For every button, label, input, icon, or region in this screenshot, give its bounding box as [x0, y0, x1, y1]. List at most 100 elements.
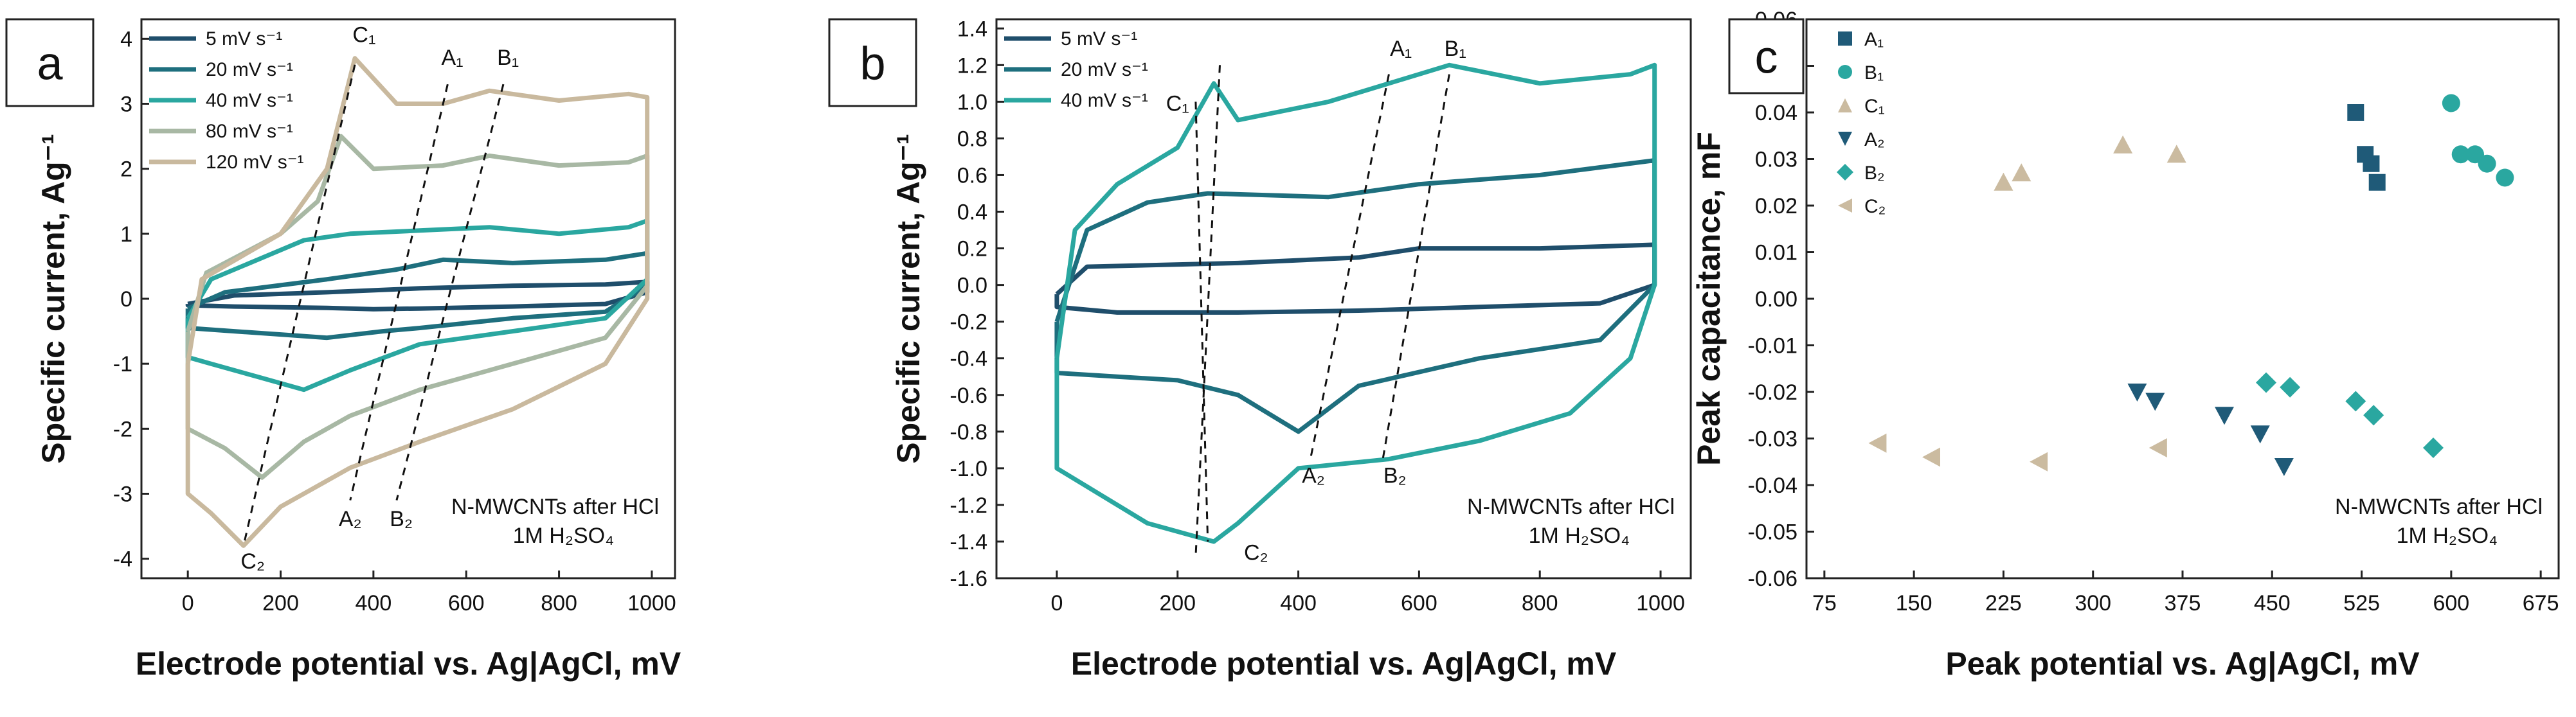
peak-label: A₂ [1302, 464, 1325, 488]
point-B₁ [2451, 145, 2470, 164]
point-A₁ [2368, 173, 2386, 191]
y-tick-label: 0.4 [957, 200, 987, 225]
y-tick-label: -0.06 [1748, 567, 1798, 591]
series-line-0 [185, 279, 650, 312]
panel-c-chart: 75 150 225 300 375 450 525 600 675 -0.06 -0.05 -0.0… [1691, 8, 2560, 682]
point-C₂ [2030, 452, 2048, 472]
y-tick-label: -1.6 [950, 567, 987, 591]
series-line-0 [1054, 242, 1657, 315]
legend-label: 5 mV s⁻¹ [1061, 28, 1137, 49]
point-A₂ [2145, 393, 2165, 411]
y-tick-label: -0.8 [950, 420, 987, 445]
y-tick-label: 0.02 [1755, 194, 1797, 218]
panel-b-chart: 0 200 400 600 800 1000 -1.6 -1.4 -1.2 -1.0 -0.8 -0.… [828, 17, 1692, 682]
y-tick-label: 0.8 [957, 127, 987, 151]
y-tick-label: -0.05 [1748, 520, 1798, 545]
annotation-electrolyte: 1M H₂SO₄ [513, 524, 614, 548]
point-B₁ [2442, 94, 2460, 112]
peak-label: C₂ [240, 549, 265, 574]
y-axis-label: Specific current, Ag⁻¹ [890, 134, 926, 464]
legend-label: B₁ [1864, 62, 1884, 84]
x-tick-label: 0 [182, 591, 194, 615]
peak-label: A₁ [441, 46, 463, 70]
y-axis-label: Peak capacitance, mF [1691, 132, 1727, 466]
y-tick-label: 0.04 [1755, 101, 1797, 125]
series-line-1 [1054, 158, 1657, 434]
legend-label: A₁ [1864, 29, 1884, 50]
legend-marker [1838, 199, 1852, 213]
legend-label: 40 mV s⁻¹ [206, 90, 293, 111]
y-tick-label: -1 [113, 352, 132, 376]
plot-frame [995, 18, 1692, 580]
legend-marker [1838, 98, 1852, 112]
panel-label: b [860, 39, 885, 90]
legend-marker [1838, 132, 1852, 146]
peak-guide-line [242, 64, 356, 546]
y-tick-label: -2 [113, 417, 132, 441]
x-tick-label: 150 [1896, 591, 1932, 615]
y-tick-label: 1 [120, 222, 132, 247]
peak-label: C₁ [352, 22, 375, 47]
annotation-electrolyte: 1M H₂SO₄ [2397, 524, 2498, 548]
panel-a-chart: 0 200 400 600 800 1000 -4 -3 -2 -1 0 1 2 3 4 Electrode … [5, 18, 681, 682]
x-tick-label: 225 [1985, 591, 2022, 615]
series-line-4 [185, 56, 650, 548]
x-tick-label: 600 [448, 591, 485, 615]
x-tick-label: 200 [262, 591, 299, 615]
point-C₁ [2012, 163, 2031, 182]
y-tick-label: -0.6 [950, 384, 987, 408]
x-tick-label: 600 [1401, 591, 1437, 615]
x-tick-label: 400 [1280, 591, 1317, 615]
peak-guide-line [1194, 102, 1209, 542]
x-tick-label: 525 [2343, 591, 2380, 615]
panel-label-box [828, 18, 917, 107]
point-B₂ [2423, 438, 2444, 458]
y-tick-label: 0.01 [1755, 241, 1797, 265]
panel-label-box [5, 18, 95, 107]
point-A₁ [2363, 155, 2380, 172]
legend-marker [1838, 65, 1852, 79]
x-tick-label: 375 [2165, 591, 2201, 615]
legend-label: 5 mV s⁻¹ [206, 28, 282, 49]
y-tick-label: -1.0 [950, 457, 987, 481]
x-axis-label: Electrode potential vs. Ag|AgCl, mV [1071, 646, 1617, 682]
series-line-2 [1054, 62, 1657, 544]
legend-label: C₁ [1864, 96, 1885, 117]
y-tick-label: -0.03 [1748, 427, 1798, 452]
peak-guide-line [349, 84, 449, 500]
legend-label: 20 mV s⁻¹ [1061, 59, 1148, 80]
annotation-electrolyte: 1M H₂SO₄ [1529, 524, 1630, 548]
legend-label: B₂ [1864, 163, 1885, 184]
x-axis-label: Electrode potential vs. Ag|AgCl, mV [136, 646, 681, 682]
point-A₂ [2274, 458, 2294, 476]
y-tick-label: 0.00 [1755, 287, 1797, 312]
point-A₂ [2250, 425, 2270, 444]
y-tick-label: -1.4 [950, 530, 987, 554]
point-B₁ [2478, 154, 2496, 173]
y-tick-label: 0.2 [957, 237, 987, 261]
point-C₂ [1922, 447, 1940, 467]
point-C₁ [1994, 172, 2013, 191]
legend-label: C₂ [1864, 196, 1886, 217]
x-tick-label: 200 [1159, 591, 1196, 615]
point-C₂ [2148, 438, 2167, 457]
y-tick-label: -3 [113, 482, 132, 506]
legend-label: A₂ [1864, 129, 1885, 150]
y-tick-label: 4 [120, 27, 132, 51]
point-C₂ [1868, 433, 1887, 453]
x-tick-label: 400 [356, 591, 392, 615]
peak-label: A₂ [339, 507, 362, 531]
peak-guide-line [395, 84, 505, 500]
peak-label: B₁ [1445, 37, 1466, 61]
peak-guide-line [1309, 74, 1390, 459]
x-tick-label: 675 [2523, 591, 2559, 615]
x-tick-label: 600 [2433, 591, 2469, 615]
annotation-sample: N-MWCNTs after HCl [2335, 495, 2543, 519]
peak-guide-line [1382, 74, 1450, 459]
peak-label: B₂ [1383, 464, 1407, 488]
x-axis-label: Peak potential vs. Ag|AgCl, mV [1945, 646, 2420, 682]
legend-marker [1837, 164, 1853, 181]
x-tick-label: 800 [1522, 591, 1558, 615]
y-tick-label: 2 [120, 157, 132, 182]
